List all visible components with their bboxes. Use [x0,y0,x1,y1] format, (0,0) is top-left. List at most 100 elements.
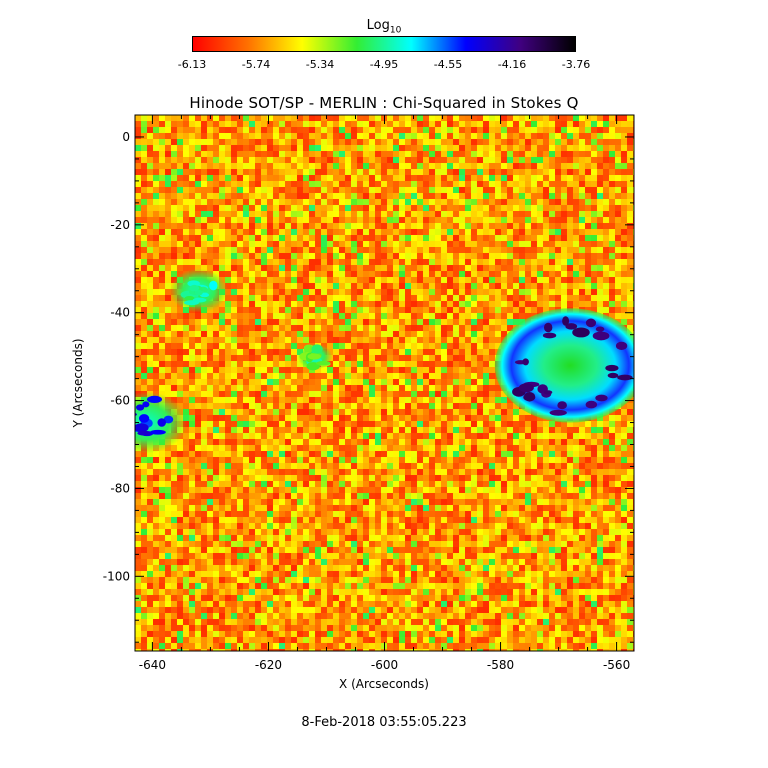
heatmap-cell [375,205,381,211]
heatmap-cell [489,121,495,127]
heatmap-cell [135,241,141,247]
heatmap-cell [171,181,177,187]
heatmap-cell [327,169,333,175]
heatmap-cell [483,439,489,445]
heatmap-cell [435,259,441,265]
heatmap-cell [459,259,465,265]
heatmap-cell [465,151,471,157]
heatmap-cell [345,187,351,193]
heatmap-cell [357,367,363,373]
heatmap-cell [477,277,483,283]
heatmap-cell [267,451,273,457]
heatmap-cell [321,199,327,205]
heatmap-cell [363,463,369,469]
heatmap-cell [513,247,519,253]
heatmap-cell [261,319,267,325]
heatmap-cell [369,211,375,217]
heatmap-cell [147,295,153,301]
heatmap-cell [363,415,369,421]
heatmap-cell [579,169,585,175]
heatmap-cell [531,217,537,223]
heatmap-cell [573,433,579,439]
heatmap-cell [585,145,591,151]
heatmap-cell [249,169,255,175]
heatmap-cell [267,379,273,385]
heatmap-cell [363,121,369,127]
heatmap-cell [453,163,459,169]
heatmap-cell [357,295,363,301]
heatmap-cell [471,223,477,229]
heatmap-cell [621,253,627,259]
heatmap-cell [447,277,453,283]
heatmap-cell [339,199,345,205]
heatmap-cell [411,157,417,163]
heatmap-cell [453,409,459,415]
heatmap-cell [333,367,339,373]
heatmap-cell [471,385,477,391]
heatmap-cell [591,295,597,301]
heatmap-cell [621,193,627,199]
heatmap-cell [561,199,567,205]
heatmap-cell [303,139,309,145]
heatmap-cell [525,445,531,451]
heatmap-cell [537,277,543,283]
heatmap-cell [501,439,507,445]
heatmap-cell [627,229,633,235]
heatmap-cell [261,187,267,193]
heatmap-cell [501,421,507,427]
heatmap-cell [339,307,345,313]
heatmap-cell [261,433,267,439]
heatmap-cell [255,205,261,211]
heatmap-cell [453,379,459,385]
heatmap-cell [627,445,633,451]
heatmap-cell [171,451,177,457]
heatmap-cell [405,391,411,397]
heatmap-cell [351,349,357,355]
heatmap-cell [495,265,501,271]
heatmap-cell [573,181,579,187]
heatmap-cell [621,427,627,433]
heatmap-cell [357,157,363,163]
heatmap-cell [501,463,507,469]
heatmap-cell [423,169,429,175]
heatmap-cell [429,121,435,127]
heatmap-cell [585,163,591,169]
heatmap-cell [573,259,579,265]
heatmap-cell [567,259,573,265]
heatmap-cell [495,277,501,283]
heatmap-cell [177,463,183,469]
heatmap-cell [333,313,339,319]
heatmap-cell [303,157,309,163]
heatmap-cell [453,199,459,205]
heatmap-cell [189,343,195,349]
heatmap-cell [501,445,507,451]
heatmap-cell [477,163,483,169]
heatmap-cell [261,169,267,175]
heatmap-cell [435,415,441,421]
heatmap-cell [333,235,339,241]
heatmap-cell [243,229,249,235]
heatmap-cell [531,277,537,283]
heatmap-cell [435,145,441,151]
heatmap-cell [255,325,261,331]
heatmap-cell [315,163,321,169]
heatmap-cell [339,427,345,433]
heatmap-cell [447,199,453,205]
heatmap-cell [435,457,441,463]
heatmap-cell [525,241,531,247]
heatmap-cell [501,181,507,187]
heatmap-cell [561,457,567,463]
heatmap-cell [447,301,453,307]
heatmap-cell [267,181,273,187]
heatmap-cell [207,181,213,187]
heatmap-cell [591,307,597,313]
heatmap-cell [201,325,207,331]
heatmap-cell [207,205,213,211]
heatmap-cell [579,127,585,133]
heatmap-cell [513,169,519,175]
heatmap-cell [333,379,339,385]
heatmap-cell [393,319,399,325]
heatmap-cell [171,199,177,205]
heatmap-cell [507,139,513,145]
heatmap-cell [153,235,159,241]
